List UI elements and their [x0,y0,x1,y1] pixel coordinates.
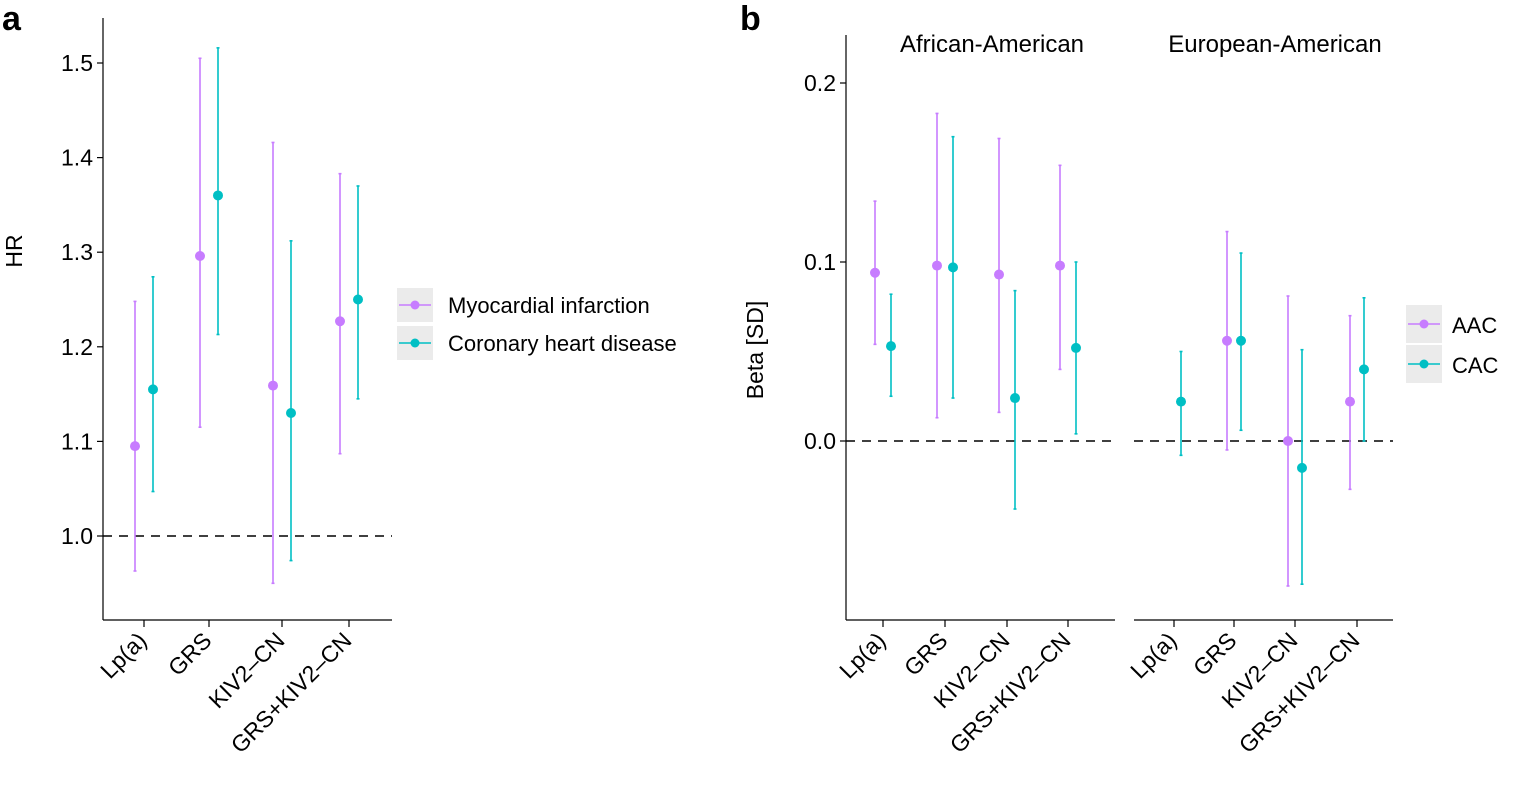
point-myocardial-infarction-kiv2-cn [268,380,278,391]
panel-a-y-axis-title: HR [1,234,27,267]
point-cac-grs [1236,335,1246,346]
point-aac-grs-kiv2-cn [1055,260,1065,271]
point-cac-lp-a [1176,396,1186,407]
panel-a-marks [103,47,392,585]
panel-b-y-ticks: 0.0 0.1 0.2 [804,70,846,454]
panel-a: a HR 1.0 1.1 1.2 1.3 1.4 1.5 Lp(a) GRSKIV2–CNG… [1,0,677,758]
x-tick-label-grs-kiv2-cn: GRS+KIV2–CN [226,627,357,758]
point-coronary-heart-disease-grs-kiv2-cn [353,294,363,305]
y-tick-label: 1.5 [61,50,93,76]
facet-african-american-marks [846,112,1115,510]
panel-b: b Beta [SD] 0.0 0.1 0.2 African-American E… [740,0,1499,758]
point-cac-kiv2-cn [1297,462,1307,473]
panel-b-letter: b [740,0,761,38]
y-tick-label: 0.2 [804,70,836,96]
facet-title-african-american: African-American [900,31,1084,58]
y-tick-label: 0.0 [804,428,836,454]
point-aac-lp-a [870,267,880,278]
legend-label-coronary-heart-disease: Coronary heart disease [448,331,677,356]
point-cac-grs-kiv2-cn [1359,364,1369,375]
y-tick-label: 1.2 [61,334,93,360]
point-aac-grs [932,260,942,271]
x-tick-label-grs: GRS [899,627,953,681]
point-myocardial-infarction-grs-kiv2-cn [335,316,345,327]
point-aac-kiv2-cn [994,269,1004,280]
y-tick-label: 0.1 [804,249,836,275]
point-cac-lp-a [886,341,896,352]
x-tick-label-lp-a: Lp(a) [95,627,151,683]
y-tick-label: 1.4 [61,145,93,171]
point-aac-kiv2-cn [1283,436,1293,446]
panel-a-letter: a [2,0,22,38]
point-aac-grs [1222,335,1232,346]
point-myocardial-infarction-grs [195,250,205,261]
facet-european-american-marks [1134,230,1393,587]
y-tick-label: 1.0 [61,523,93,549]
point-cac-grs-kiv2-cn [1071,342,1081,353]
legend-key-dot [410,338,420,348]
y-tick-label: 1.3 [61,239,93,265]
facet-title-european-american: European-American [1168,31,1381,58]
legend-label-cac: CAC [1452,353,1499,378]
panel-b-y-axis-title: Beta [SD] [742,301,768,399]
y-tick-label: 1.1 [61,428,93,454]
legend-label-myocardial-infarction: Myocardial infarction [448,293,650,318]
x-tick-label-grs: GRS [1188,627,1242,681]
legend-key-dot [1419,359,1429,369]
point-cac-kiv2-cn [1010,393,1020,404]
panel-a-y-ticks: 1.0 1.1 1.2 1.3 1.4 1.5 [61,50,103,549]
point-coronary-heart-disease-grs [213,190,223,201]
point-cac-grs [948,262,958,273]
point-coronary-heart-disease-kiv2-cn [286,408,296,419]
x-tick-label-lp-a: Lp(a) [1125,627,1181,683]
x-tick-label-lp-a: Lp(a) [834,627,890,683]
point-coronary-heart-disease-lp-a [148,384,158,395]
legend-key-dot [1419,319,1429,329]
legend-label-aac: AAC [1452,313,1497,338]
point-myocardial-infarction-lp-a [130,441,140,452]
legend-key-dot [410,300,420,310]
x-tick-label-grs: GRS [163,627,217,681]
panel-a-legend: Myocardial infarction Coronary heart dis… [397,288,677,360]
panel-b-legend: AAC CAC [1406,305,1499,383]
point-aac-grs-kiv2-cn [1345,396,1355,407]
